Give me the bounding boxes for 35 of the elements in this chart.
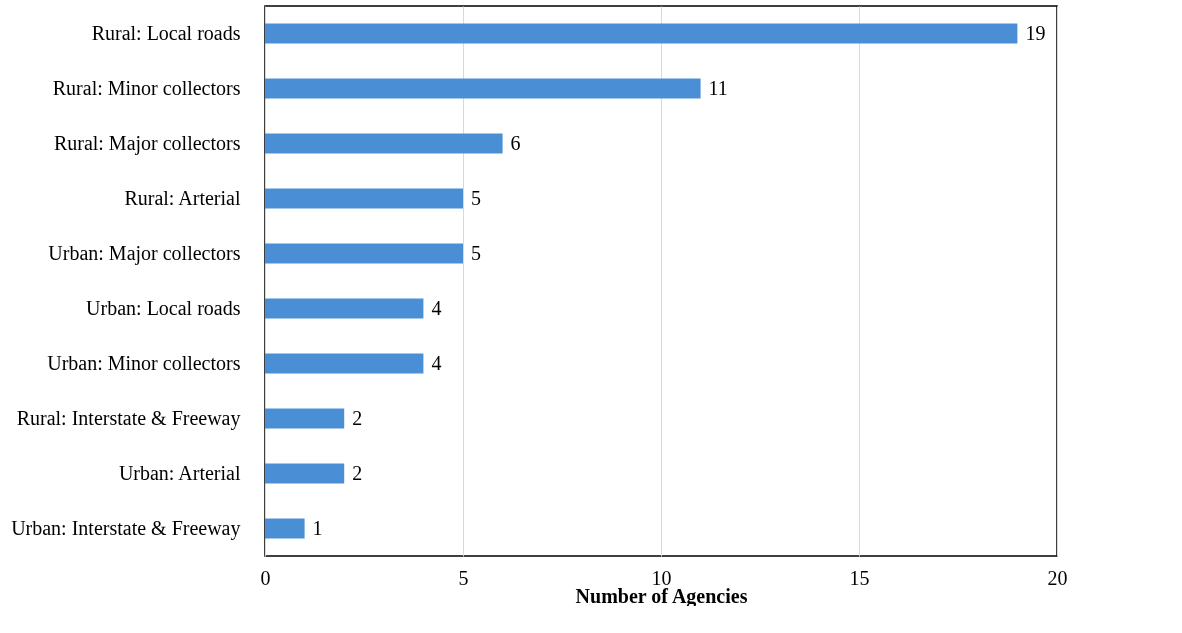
y-tick-label: Urban: Arterial: [118, 461, 241, 484]
data-label: 4: [431, 351, 442, 374]
bar: [265, 463, 345, 484]
bar: [265, 353, 424, 374]
bar: [265, 408, 345, 429]
bar: [265, 23, 1018, 44]
data-label: 11: [708, 76, 728, 99]
bar: [265, 188, 463, 209]
bar: [265, 243, 463, 264]
y-tick-label: Rural: Interstate & Freeway: [16, 406, 241, 430]
x-tick-label: 10: [651, 566, 672, 589]
y-tick-label: Rural: Local roads: [91, 21, 241, 44]
bar: [265, 78, 701, 99]
data-label: 1: [312, 516, 323, 539]
y-tick-label: Urban: Major collectors: [48, 241, 241, 265]
data-label: 2: [352, 461, 363, 484]
data-label: 4: [431, 296, 442, 319]
x-tick-label: 5: [458, 566, 469, 589]
y-tick-label: Rural: Minor collectors: [52, 76, 241, 99]
x-tick-label: 0: [260, 566, 271, 589]
y-tick-label: Rural: Arterial: [124, 186, 241, 209]
bar: [265, 298, 424, 319]
bar: [265, 518, 305, 539]
data-label: 5: [471, 186, 481, 209]
data-label: 2: [352, 406, 363, 429]
x-tick-label: 20: [1047, 566, 1068, 589]
y-tick-label: Urban: Interstate & Freeway: [11, 516, 241, 540]
y-tick-label: Urban: Minor collectors: [47, 351, 241, 374]
data-label: 6: [510, 131, 521, 154]
y-tick-label: Rural: Major collectors: [53, 131, 241, 155]
bar: [265, 133, 503, 154]
x-tick-label: 15: [849, 566, 870, 589]
data-label: 5: [471, 241, 481, 264]
data-label: 19: [1025, 21, 1046, 44]
y-tick-label: Urban: Local roads: [86, 296, 241, 319]
